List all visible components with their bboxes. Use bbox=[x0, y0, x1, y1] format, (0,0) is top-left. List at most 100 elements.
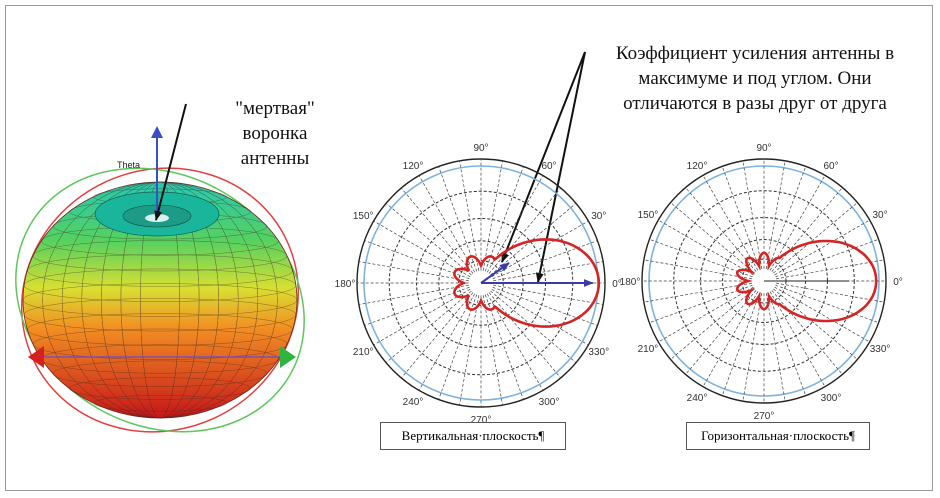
polar-radial-line bbox=[492, 240, 598, 280]
polar-tick-label: 300° bbox=[821, 393, 842, 404]
mesh-latitude bbox=[32, 328, 288, 360]
mesh-latitude bbox=[23, 298, 297, 332]
polar-radial-line bbox=[491, 288, 589, 346]
polar-radial-line bbox=[488, 187, 561, 274]
polar-radial-line bbox=[486, 293, 544, 391]
vertical-plane-caption: Вертикальная·плоскость¶ bbox=[380, 422, 566, 450]
mesh-latitude bbox=[32, 240, 288, 272]
polar-radial-line bbox=[493, 261, 604, 282]
polar-tick-label: 90° bbox=[473, 143, 488, 154]
polar-radial-line bbox=[771, 187, 843, 272]
z-axis-arrow-icon bbox=[151, 126, 163, 138]
polar-radial-line bbox=[401, 187, 474, 274]
polar-tick-label: 240° bbox=[403, 397, 424, 408]
polar-radial-line bbox=[492, 286, 598, 326]
polar-radial-line bbox=[401, 292, 474, 379]
polar-tick-label: 240° bbox=[687, 393, 708, 404]
gain-arrow-angle bbox=[501, 51, 586, 263]
polar-tick-label: 120° bbox=[687, 161, 708, 172]
polar-radial-line bbox=[490, 290, 577, 363]
polar-radial-line bbox=[670, 202, 755, 274]
mesh-latitude bbox=[52, 360, 268, 387]
polar-tick-label: 210° bbox=[638, 344, 659, 355]
polar-radial-line bbox=[775, 282, 885, 303]
polar-radial-line bbox=[643, 282, 753, 303]
polar-radial-line bbox=[649, 284, 753, 324]
dead-funnel-label: "мертвая" воронка антенны bbox=[235, 98, 315, 169]
polar-tick-label: 330° bbox=[870, 344, 891, 355]
polar-tick-label: 270° bbox=[754, 411, 775, 422]
polar-radial-line bbox=[742, 292, 763, 402]
polar-radial-line bbox=[418, 293, 476, 391]
angle-gain-arrow bbox=[480, 262, 510, 284]
polar-radial-line bbox=[774, 286, 870, 343]
mesh-longitude bbox=[42, 181, 278, 419]
polar-radial-line bbox=[769, 291, 826, 387]
polar-radial-line bbox=[767, 166, 807, 270]
radiation-lobe bbox=[453, 238, 601, 328]
polar-tick-label: 120° bbox=[403, 161, 424, 172]
polar-radial-line bbox=[769, 175, 826, 271]
polar-tick-label: 270° bbox=[471, 415, 492, 426]
figure-frame bbox=[5, 5, 933, 491]
polar-radial-line bbox=[484, 294, 524, 400]
polar-tick-label: 0° bbox=[893, 277, 903, 288]
polar-tick-label: 210° bbox=[353, 347, 374, 358]
polar-radial-line bbox=[486, 175, 544, 273]
polar-radial-line bbox=[702, 291, 759, 387]
radiation-lobe bbox=[735, 239, 878, 323]
pattern-3d-green-arc bbox=[15, 167, 305, 433]
polar-radial-line bbox=[418, 175, 476, 273]
polar-outer-circle bbox=[641, 158, 887, 404]
polar-tick-label: 90° bbox=[756, 143, 771, 154]
polar-radial-line bbox=[459, 295, 480, 406]
polar-radial-line bbox=[721, 292, 761, 396]
mesh-latitude bbox=[23, 268, 297, 302]
polar-tick-label: 0° bbox=[612, 279, 622, 290]
polar-radial-line bbox=[385, 290, 472, 363]
polar-radial-line bbox=[685, 290, 757, 375]
polar-radial-line bbox=[491, 220, 589, 278]
polar-tick-label: 330° bbox=[588, 347, 609, 358]
polar-radial-line bbox=[775, 238, 879, 278]
horizontal-plane-caption: Горизонтальная·плоскость¶ bbox=[686, 422, 870, 450]
polar-radial-line bbox=[484, 166, 524, 272]
polar-radial-line bbox=[658, 286, 754, 343]
polar-tick-label: 60° bbox=[823, 161, 838, 172]
polar-radial-line bbox=[493, 284, 604, 305]
polar-radial-line bbox=[373, 220, 471, 278]
polar-tick-label: 180° bbox=[335, 279, 356, 290]
polar-radial-line bbox=[767, 292, 807, 396]
polar-radial-line bbox=[773, 288, 858, 360]
polar-tick-label: 60° bbox=[541, 161, 556, 172]
polar-tick-label: 300° bbox=[539, 397, 560, 408]
mesh-latitude bbox=[27, 313, 293, 346]
polar-tick-label: 30° bbox=[591, 211, 606, 222]
polar-radial-line bbox=[742, 160, 763, 270]
x-axis-arrow-icon bbox=[28, 346, 44, 368]
gain-annotation: Коэффициент усиления антенны в максимуме… bbox=[615, 43, 895, 114]
polar-radial-line bbox=[702, 175, 759, 271]
polar-radial-line bbox=[488, 292, 561, 379]
polar-radial-line bbox=[482, 160, 503, 271]
polar-radial-line bbox=[721, 166, 761, 270]
polar-radial-line bbox=[490, 203, 577, 276]
polar-grid-circle bbox=[673, 190, 855, 372]
polar-radial-line bbox=[765, 160, 786, 270]
polar-radial-line bbox=[438, 294, 478, 400]
polar-radial-line bbox=[364, 286, 470, 326]
polar-radial-line bbox=[765, 292, 786, 402]
polar-radial-line bbox=[358, 284, 469, 305]
polar-radial-line bbox=[358, 261, 469, 282]
polar-radial-line bbox=[643, 259, 753, 280]
polar-radial-line bbox=[685, 187, 757, 272]
polar-radial-line bbox=[438, 166, 478, 272]
polar-plot-vertical: 0° 30° 60° 90° 120° 150° 180° 210° 240° 270° 300° 3… bbox=[335, 143, 622, 426]
polar-radial-line bbox=[364, 240, 470, 280]
polar-radial-line bbox=[482, 295, 503, 406]
polar-tick-label: 150° bbox=[638, 210, 659, 221]
radiation-pattern-3d: Theta bbox=[15, 126, 305, 433]
polar-radial-line bbox=[773, 202, 858, 274]
polar-tick-label: 30° bbox=[872, 210, 887, 221]
dead-funnel-arrow bbox=[154, 103, 187, 221]
